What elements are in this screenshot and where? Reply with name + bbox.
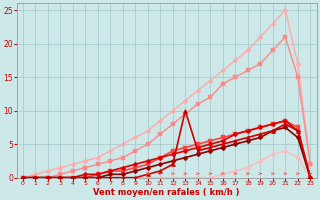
X-axis label: Vent moyen/en rafales ( km/h ): Vent moyen/en rafales ( km/h ) (93, 188, 240, 197)
